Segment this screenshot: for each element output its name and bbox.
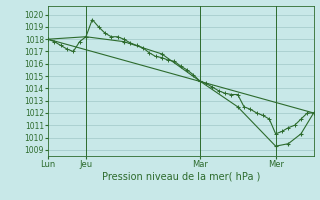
X-axis label: Pression niveau de la mer( hPa ): Pression niveau de la mer( hPa ) [102,172,260,182]
